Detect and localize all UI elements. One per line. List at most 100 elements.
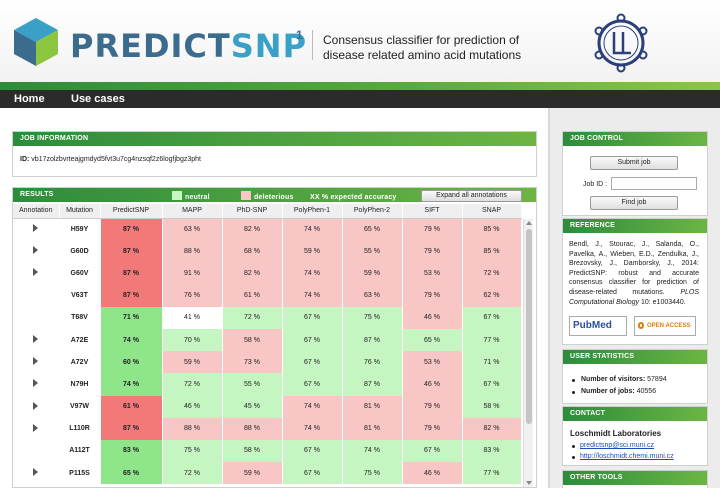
nav-home[interactable]: Home (14, 93, 45, 105)
job-information-title: JOB INFORMATION (13, 132, 536, 146)
reference-citation: Bendl, J., Stourac, J., Salanda, O., Pav… (569, 240, 699, 307)
expand-all-annotations-button[interactable]: Expand all annotations (421, 190, 522, 202)
tool-score-cell: 88 % (222, 417, 283, 440)
results-scrollbar[interactable] (523, 219, 533, 487)
sidebar-separator (548, 108, 550, 488)
bullet-icon (572, 456, 575, 459)
submit-job-button[interactable]: Submit job (590, 156, 678, 170)
tool-score-cell: 67 % (282, 328, 343, 352)
tool-score-cell: 71 % (462, 351, 522, 374)
bullet-icon (572, 391, 575, 394)
contact-org: Loschmidt Laboratories (570, 429, 662, 438)
annotation-cell[interactable] (13, 351, 60, 374)
table-row: G60V 87 % 91 % 82 % 74 % 59 % 53 % 72 % (13, 262, 522, 285)
expand-triangle-icon[interactable] (33, 357, 39, 366)
tool-score-cell: 55 % (222, 373, 283, 396)
tool-score-cell: 74 % (342, 439, 403, 463)
annotation-cell[interactable] (13, 240, 60, 263)
scroll-thumb[interactable] (526, 229, 532, 424)
tool-score-cell: 68 % (222, 240, 283, 263)
tool-score-cell: 55 % (342, 240, 403, 263)
annotation-cell[interactable] (13, 328, 60, 352)
predictsnp-logo-icon (14, 18, 58, 66)
tool-score-cell: 74 % (282, 262, 343, 285)
logo-wordmark[interactable]: PREDICTSNP (70, 28, 307, 64)
column-header: MAPP (162, 204, 223, 219)
expand-triangle-icon[interactable] (33, 423, 39, 432)
open-access-badge[interactable]: OPEN ACCESS (634, 316, 696, 336)
jobs-value: 40556 (636, 388, 657, 395)
expand-triangle-icon[interactable] (33, 246, 39, 255)
expand-triangle-icon[interactable] (33, 268, 39, 277)
reference-journal: PLOS Computational Biology (569, 288, 699, 306)
expand-triangle-icon[interactable] (33, 468, 39, 477)
tool-score-cell: 74 % (282, 218, 343, 241)
header-green-bar (0, 82, 720, 90)
mutation-cell: A112T (59, 439, 101, 463)
contact-panel: CONTACT Loschmidt Laboratories predictsn… (562, 406, 708, 466)
tool-score-cell: 72 % (462, 262, 522, 285)
annotation-cell (13, 284, 60, 307)
tool-score-cell: 46 % (402, 306, 463, 329)
bullet-icon (572, 379, 575, 382)
tool-score-cell: 85 % (462, 240, 522, 263)
tool-score-cell: 82 % (222, 218, 283, 241)
predictsnp-cell: 60 % (100, 351, 163, 374)
table-row: A72V 60 % 59 % 73 % 67 % 76 % 53 % 71 % (13, 351, 522, 374)
user-statistics-title: USER STATISTICS (563, 350, 707, 364)
scroll-up-arrow-icon[interactable] (526, 221, 532, 225)
tool-score-cell: 75 % (342, 462, 403, 485)
tool-score-cell: 82 % (222, 262, 283, 285)
scroll-down-arrow-icon[interactable] (526, 481, 532, 485)
tool-score-cell: 72 % (222, 306, 283, 329)
tool-score-cell: 87 % (342, 373, 403, 396)
expand-triangle-icon[interactable] (33, 401, 39, 410)
legend-accuracy-bold: XX % (310, 194, 329, 201)
annotation-cell[interactable] (13, 417, 60, 440)
annotation-cell[interactable] (13, 462, 60, 485)
reference-title: REFERENCE (563, 219, 707, 233)
tool-score-cell: 73 % (222, 351, 283, 374)
tool-score-cell: 88 % (162, 417, 223, 440)
table-row: V97W 61 % 46 % 45 % 74 % 81 % 79 % 58 % (13, 395, 522, 418)
expand-triangle-icon[interactable] (33, 224, 39, 233)
tool-score-cell: 70 % (162, 328, 223, 352)
contact-email-link[interactable]: predictsnp@sci.muni.cz (580, 442, 655, 449)
tool-score-cell: 79 % (402, 417, 463, 440)
results-header: RESULTS neutral deleterious XX % expecte… (13, 188, 536, 202)
contact-title: CONTACT (563, 407, 707, 421)
mutation-cell: A72V (59, 351, 101, 374)
contact-url-link[interactable]: http://loschmidt.chemi.muni.cz (580, 453, 674, 460)
results-panel: RESULTS neutral deleterious XX % expecte… (12, 187, 537, 488)
tool-score-cell: 76 % (342, 351, 403, 374)
annotation-cell[interactable] (13, 262, 60, 285)
expand-triangle-icon[interactable] (33, 335, 39, 344)
tool-score-cell: 82 % (462, 417, 522, 440)
table-row: L110R 87 % 88 % 88 % 74 % 81 % 79 % 82 % (13, 417, 522, 440)
tool-score-cell: 46 % (162, 395, 223, 418)
results-table: Annotation Mutation PredictSNP MAPP PhD-SNP P… (13, 204, 522, 485)
loschmidt-lab-logo-icon[interactable] (590, 12, 652, 74)
pubmed-badge[interactable]: PubMed (569, 316, 627, 336)
other-tools-panel: OTHER TOOLS (562, 470, 708, 488)
tool-score-cell: 63 % (162, 218, 223, 241)
tool-score-cell: 77 % (462, 328, 522, 352)
predictsnp-cell: 61 % (100, 395, 163, 418)
annotation-cell[interactable] (13, 373, 60, 396)
annotation-cell[interactable] (13, 395, 60, 418)
tool-score-cell: 67 % (282, 373, 343, 396)
reference-text: Bendl, J., Stourac, J., Salanda, O., Pav… (569, 241, 699, 296)
find-job-button[interactable]: Find job (590, 196, 678, 210)
job-control-title: JOB CONTROL (563, 132, 707, 146)
tool-score-cell: 58 % (222, 328, 283, 352)
expand-triangle-icon[interactable] (33, 379, 39, 388)
legend-deleterious-swatch (241, 191, 251, 200)
tool-score-cell: 91 % (162, 262, 223, 285)
logo-text-snp: SNP (230, 27, 308, 65)
annotation-cell[interactable] (13, 218, 60, 241)
predictsnp-cell: 87 % (100, 417, 163, 440)
nav-use-cases[interactable]: Use cases (71, 93, 125, 105)
tool-score-cell: 74 % (282, 284, 343, 307)
lock-icon (638, 321, 644, 329)
job-id-input[interactable] (611, 177, 697, 190)
